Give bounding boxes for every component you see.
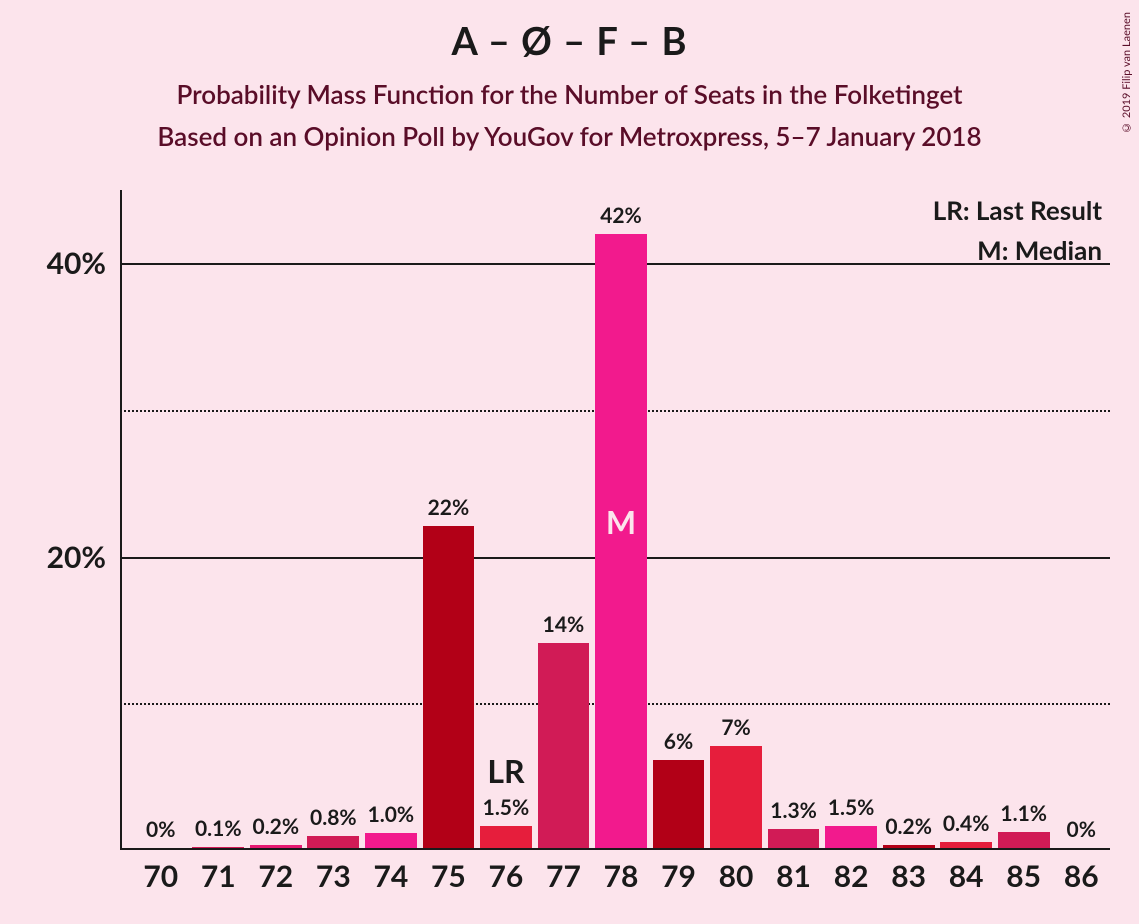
bar-slot: 42%M78 <box>592 188 650 848</box>
bar-value-label: 0% <box>146 817 175 842</box>
bar: 1.5% <box>825 826 877 848</box>
bar: 7% <box>710 746 762 848</box>
bar-slot: 1.5%82 <box>822 188 880 848</box>
bar: 14% <box>538 643 590 848</box>
bar-value-label: 1.5% <box>828 795 875 820</box>
x-tick-label: 74 <box>373 858 408 894</box>
bar: 22% <box>423 526 475 848</box>
x-tick-label: 77 <box>546 858 581 894</box>
bar-value-label: 1.3% <box>770 798 817 823</box>
bar-slot: 1.3%81 <box>765 188 823 848</box>
bar-value-label: 1.5% <box>483 795 530 820</box>
bar-slot: 0%70 <box>132 188 190 848</box>
x-tick-label: 70 <box>143 858 178 894</box>
x-axis-line <box>120 848 1110 850</box>
bars-group: 0%700.1%710.2%720.8%731.0%7422%751.5%76L… <box>120 190 1110 848</box>
bar-value-label: 0.2% <box>253 814 300 839</box>
bar-slot: 1.5%76LR <box>477 188 535 848</box>
bar: 0.8% <box>307 836 359 848</box>
x-tick-label: 71 <box>201 858 236 894</box>
bar-slot: 0.4%84 <box>937 188 995 848</box>
chart-subtitle-2: Based on an Opinion Poll by YouGov for M… <box>0 120 1139 152</box>
x-tick-label: 79 <box>661 858 696 894</box>
bar: 0.2% <box>883 845 935 848</box>
bar: 6% <box>653 760 705 848</box>
x-tick-label: 86 <box>1064 858 1099 894</box>
x-tick-label: 84 <box>949 858 984 894</box>
x-tick-label: 83 <box>891 858 926 894</box>
bar-slot: 1.1%85 <box>995 188 1053 848</box>
last-result-marker: LR <box>487 751 524 790</box>
x-tick-label: 73 <box>316 858 351 894</box>
bar-value-label: 1.1% <box>1000 801 1047 826</box>
chart-title: A – Ø – F – B <box>0 18 1139 64</box>
bar-value-label: 0.8% <box>310 805 357 830</box>
bar-slot: 0.2%72 <box>247 188 305 848</box>
bar-value-label: 0.4% <box>943 811 990 836</box>
x-tick-label: 78 <box>604 858 639 894</box>
bar-slot: 1.0%74 <box>362 188 420 848</box>
x-tick-label: 82 <box>834 858 869 894</box>
bar: 1.3% <box>768 829 820 848</box>
bar: 1.1% <box>998 832 1050 848</box>
bar: 42%M <box>595 234 647 848</box>
x-tick-label: 85 <box>1006 858 1041 894</box>
bar-value-label: 22% <box>428 495 470 520</box>
x-tick-label: 80 <box>719 858 754 894</box>
bar-value-label: 14% <box>543 612 585 637</box>
plot-area: 20%40% 0%700.1%710.2%720.8%731.0%7422%75… <box>120 190 1110 850</box>
bar-slot: 0.2%83 <box>880 188 938 848</box>
bar-slot: 0.1%71 <box>190 188 248 848</box>
chart-subtitle-1: Probability Mass Function for the Number… <box>0 78 1139 110</box>
bar-value-label: 6% <box>664 729 693 754</box>
bar-slot: 0.8%73 <box>305 188 363 848</box>
x-tick-label: 81 <box>776 858 811 894</box>
bar-value-label: 0.1% <box>195 816 242 841</box>
bar-value-label: 0.2% <box>885 814 932 839</box>
legend-median: M: Median <box>0 234 1102 266</box>
bar-value-label: 1.0% <box>368 802 415 827</box>
bar-value-label: 0% <box>1067 817 1096 842</box>
bar-slot: 0%86 <box>1052 188 1110 848</box>
x-tick-label: 75 <box>431 858 466 894</box>
bar-slot: 7%80 <box>707 188 765 848</box>
bar: 1.5% <box>480 826 532 848</box>
legend-last-result: LR: Last Result <box>0 194 1102 226</box>
median-marker: M <box>606 502 636 541</box>
bar: 0.2% <box>250 845 302 848</box>
bar-value-label: 7% <box>721 715 750 740</box>
bar: 1.0% <box>365 833 417 848</box>
bar-slot: 14%77 <box>535 188 593 848</box>
bar-slot: 6%79 <box>650 188 708 848</box>
x-tick-label: 72 <box>258 858 293 894</box>
bar: 0.4% <box>940 842 992 848</box>
bar: 0.1% <box>192 847 244 848</box>
copyright-text: © 2019 Filip van Laenen <box>1120 12 1133 134</box>
chart-container: A – Ø – F – B Probability Mass Function … <box>0 0 1139 924</box>
bar-slot: 22%75 <box>420 188 478 848</box>
y-tick-label: 20% <box>47 539 120 575</box>
x-tick-label: 76 <box>489 858 524 894</box>
